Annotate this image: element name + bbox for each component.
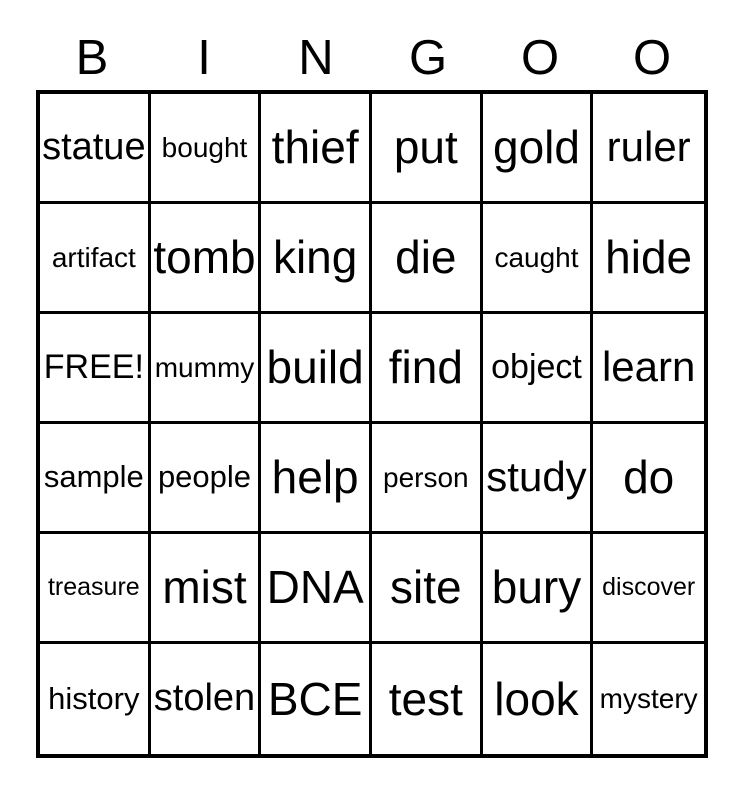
bingo-cell[interactable]: treasure <box>40 534 151 644</box>
bingo-header-letter-2: I <box>197 31 211 85</box>
bingo-cell-label: put <box>393 121 458 174</box>
bingo-cell[interactable]: gold <box>482 94 594 204</box>
bingo-header-letter-4: G <box>408 31 448 85</box>
bingo-cell[interactable]: mystery <box>593 644 704 754</box>
bingo-cell[interactable]: statue <box>40 94 151 204</box>
bingo-cell-label: learn <box>601 343 696 391</box>
bingo-cell-label: test <box>388 672 463 725</box>
bingo-cell[interactable]: stolen <box>150 644 262 754</box>
bingo-cell[interactable]: find <box>371 314 483 424</box>
bingo-cell-label: tomb <box>153 231 256 284</box>
bingo-cell-label: statue <box>42 125 146 168</box>
bingo-cell-label: king <box>272 231 358 284</box>
bingo-cell-label: help <box>271 451 359 504</box>
bingo-cell-label: hide <box>605 231 693 284</box>
bingo-cell[interactable]: artifact <box>40 204 151 314</box>
bingo-cell[interactable]: learn <box>593 314 704 424</box>
bingo-cell-label: die <box>395 231 457 284</box>
bingo-cell[interactable]: history <box>40 644 151 754</box>
bingo-cell[interactable]: do <box>593 424 704 534</box>
bingo-cell-label: do <box>623 451 675 504</box>
bingo-cell-label: FREE! <box>43 347 144 386</box>
bingo-cell[interactable]: ruler <box>593 94 704 204</box>
bingo-cell-label: history <box>48 680 140 716</box>
bingo-cell[interactable]: BCE <box>261 644 372 754</box>
bingo-cell[interactable]: person <box>371 424 483 534</box>
bingo-cell-label: bury <box>491 561 582 614</box>
bingo-cell-label: find <box>388 341 463 394</box>
bingo-cell[interactable]: tomb <box>150 204 262 314</box>
bingo-cell[interactable]: sample <box>40 424 151 534</box>
bingo-cell-label: treasure <box>47 573 140 602</box>
bingo-cell[interactable]: look <box>482 644 594 754</box>
bingo-cell-label: sample <box>43 459 144 495</box>
bingo-cell[interactable]: site <box>371 534 483 644</box>
bingo-cell[interactable]: hide <box>593 204 704 314</box>
bingo-free-space-cell[interactable]: FREE! <box>40 314 151 424</box>
bingo-cell[interactable]: king <box>261 204 372 314</box>
bingo-header-letter-1: B <box>75 31 109 85</box>
bingo-cell-label: BCE <box>267 672 363 725</box>
bingo-cell-label: discover <box>602 573 696 602</box>
bingo-cell-label: people <box>157 459 252 495</box>
bingo-cell-label: build <box>266 341 364 394</box>
bingo-cell-label: thief <box>271 121 359 174</box>
bingo-cell-label: person <box>383 461 469 493</box>
bingo-cell[interactable]: build <box>261 314 372 424</box>
bingo-cell-label: artifact <box>51 241 136 273</box>
bingo-cell-label: mummy <box>154 351 255 383</box>
bingo-cell[interactable]: bought <box>150 94 262 204</box>
bingo-cell[interactable]: mist <box>150 534 262 644</box>
bingo-cell-label: stolen <box>153 677 256 720</box>
bingo-cell[interactable]: study <box>482 424 594 534</box>
bingo-cell-label: look <box>494 672 579 725</box>
bingo-cell-label: gold <box>493 121 580 174</box>
bingo-cell[interactable]: bury <box>482 534 594 644</box>
bingo-cell[interactable]: test <box>371 644 483 754</box>
bingo-cell-label: object <box>491 347 582 386</box>
bingo-cell[interactable]: die <box>371 204 483 314</box>
bingo-cell-label: site <box>390 561 462 614</box>
bingo-header-letter-6: O <box>632 31 672 85</box>
bingo-cell-label: ruler <box>606 123 691 171</box>
bingo-cell-label: mystery <box>599 683 698 715</box>
bingo-header-letter-3: N <box>298 31 334 85</box>
bingo-cell[interactable]: thief <box>261 94 372 204</box>
bingo-cell[interactable]: discover <box>593 534 704 644</box>
bingo-cell-label: bought <box>161 131 248 163</box>
bingo-cell[interactable]: mummy <box>150 314 262 424</box>
bingo-cell[interactable]: DNA <box>261 534 372 644</box>
bingo-cell-label: caught <box>494 241 579 273</box>
bingo-cell[interactable]: people <box>150 424 262 534</box>
bingo-cell-label: mist <box>162 561 247 614</box>
bingo-cell-label: DNA <box>266 561 364 614</box>
bingo-cell[interactable]: caught <box>482 204 594 314</box>
bingo-cell[interactable]: object <box>482 314 594 424</box>
bingo-header-letter-5: O <box>520 31 560 85</box>
bingo-cell[interactable]: put <box>371 94 483 204</box>
bingo-cell[interactable]: help <box>261 424 372 534</box>
bingo-grid: statue bought thief put gold ruler artifact tom… <box>36 90 708 758</box>
bingo-cell-label: study <box>486 453 587 501</box>
